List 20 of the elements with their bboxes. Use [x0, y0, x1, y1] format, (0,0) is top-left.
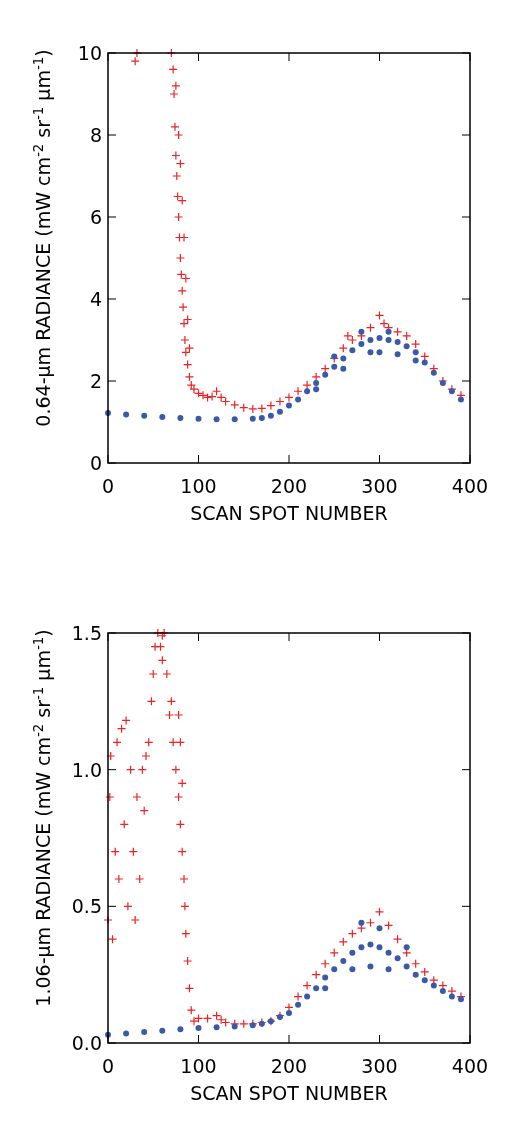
x-axis-title: SCAN SPOT NUMBER	[190, 1082, 388, 1104]
y-tick-label: 2	[89, 370, 102, 392]
x-tick-label: 400	[451, 475, 489, 497]
y-tick-label: 8	[89, 124, 102, 146]
y-tick-label: 4	[89, 288, 102, 310]
x-tick-label: 400	[451, 1055, 489, 1077]
x-tick-label: 300	[361, 1055, 398, 1077]
x-tick-label: 200	[270, 475, 308, 497]
x-tick-label: 100	[180, 1055, 217, 1077]
x-axis-title: SCAN SPOT NUMBER	[190, 502, 388, 524]
y-tick-label: 6	[89, 206, 102, 228]
y-tick-label: 0	[89, 452, 102, 474]
y-tick-label: 0.5	[71, 895, 102, 918]
y-tick-label: 10	[77, 42, 102, 64]
y-tick-label: 1.0	[71, 758, 102, 781]
y-tick-label: 1.5	[71, 622, 102, 644]
x-tick-label: 100	[180, 475, 217, 497]
x-tick-label: 200	[270, 1055, 308, 1077]
y-tick-label: 0.0	[71, 1032, 102, 1054]
x-tick-label: 300	[361, 475, 398, 497]
